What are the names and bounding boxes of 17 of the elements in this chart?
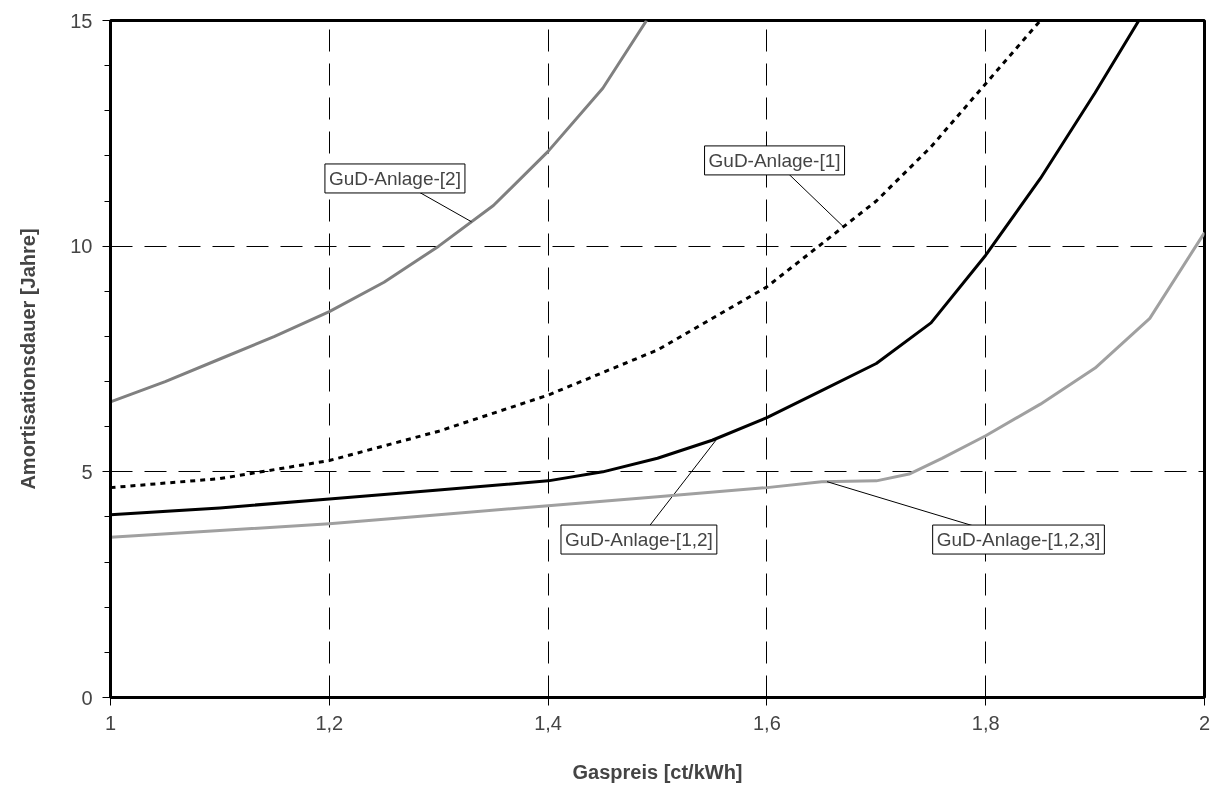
text: GuD-Anlage-[1] [708, 149, 841, 171]
text: GuD-Anlage-[1,2] [564, 529, 713, 551]
x-axis-title: Gaspreis [ct/kWh] [572, 760, 743, 783]
x-tick-label: 1,2 [315, 711, 344, 734]
series-label: GuD-Anlage-[2] [328, 167, 461, 189]
y-tick-label: 5 [81, 460, 93, 483]
x-tick-label: 1 [104, 711, 117, 734]
y-tick-label: 15 [70, 9, 93, 32]
y-axis-title: Amortisationsdauer [Jahre] [17, 228, 40, 490]
y-tick-label: 0 [81, 686, 93, 709]
x-tick-label: 2 [1198, 711, 1211, 734]
text: GuD-Anlage-[1,2,3] [936, 529, 1101, 551]
x-tick-label: 1,6 [753, 711, 781, 734]
x-tick-label: 1,8 [971, 711, 1000, 734]
line-series [110, 20, 649, 404]
x-tick-label: 1,4 [534, 711, 563, 734]
y-tick-label: 10 [70, 235, 93, 258]
